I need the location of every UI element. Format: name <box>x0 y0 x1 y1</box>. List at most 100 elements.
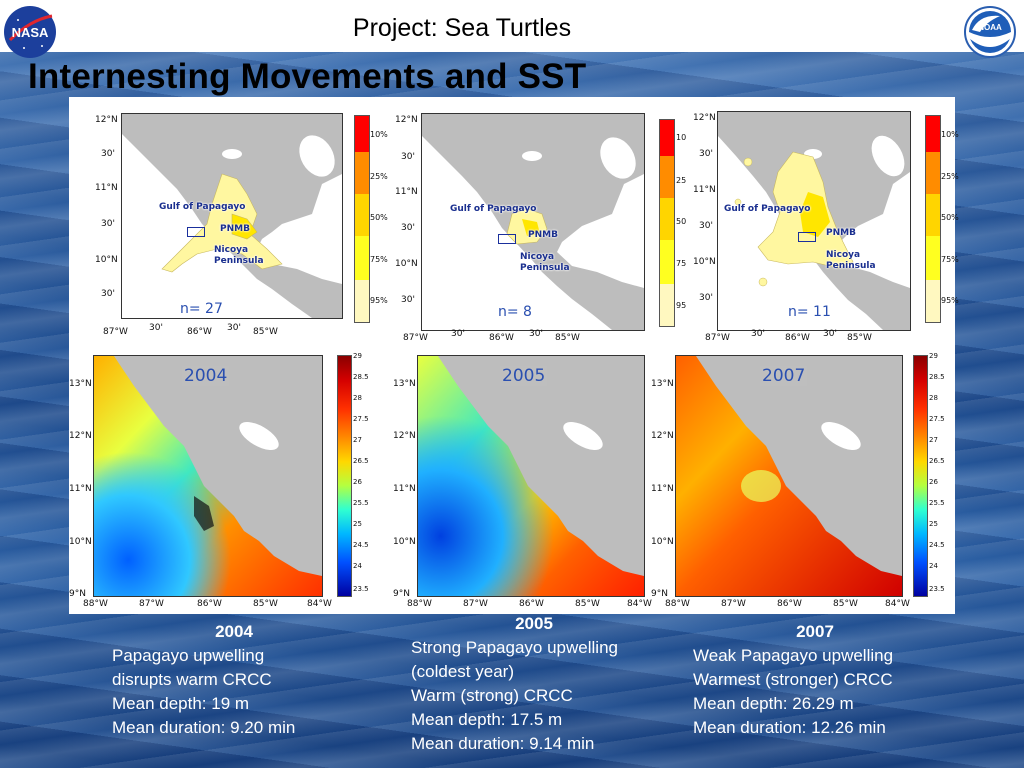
occurrence-map-2004: Gulf of Papagayo PNMB Nicoya Peninsula n… <box>69 97 388 347</box>
occurrence-map-2007: Gulf of Papagayo PNMB Nicoya Peninsula n… <box>681 97 959 347</box>
caption-line: disrupts warm CRCC <box>112 670 272 689</box>
sst-map-2004: 2004 13°N 12°N 11°N 10°N 9°N 88°W 87°W 8… <box>69 349 369 614</box>
caption-line: Mean duration: 9.20 min <box>112 718 296 737</box>
year-label: 2004 <box>182 366 230 386</box>
lon-tick: 87°W <box>403 333 428 343</box>
caption-line: Weak Papagayo upwelling <box>693 646 894 665</box>
sst-lon-tick: 84°W <box>885 599 910 609</box>
sst-lon-tick: 86°W <box>777 599 802 609</box>
pnmb-marker <box>798 232 816 242</box>
sst-colorbar-label: 25 <box>353 520 362 528</box>
lon-tick: 87°W <box>705 333 730 343</box>
caption-2005: 2005 Strong Papagayo upwelling (coldest … <box>411 612 671 756</box>
sst-colorbar-label: 27 <box>353 436 362 444</box>
colorbar-label: 50% <box>941 213 959 222</box>
sst-colorbar-label: 28 <box>929 394 938 402</box>
pnmb-label: PNMB <box>826 228 856 238</box>
colorbar-label: 25% <box>370 172 388 181</box>
sst-colorbar-label: 25.5 <box>929 499 945 507</box>
lon-tick: 30' <box>149 323 163 333</box>
peninsula-label-line1: Nicoya <box>214 245 249 255</box>
colorbar-label: 25% <box>941 172 959 181</box>
colorbar-label: 10% <box>941 130 959 139</box>
lon-tick: 86°W <box>785 333 810 343</box>
lon-tick: 85°W <box>253 327 278 337</box>
sst-lon-tick: 85°W <box>833 599 858 609</box>
percent-colorbar <box>925 115 941 323</box>
lon-tick: 87°W <box>103 327 128 337</box>
colorbar-label: 50% <box>370 213 388 222</box>
caption-year: 2004 <box>215 622 253 641</box>
caption-line: Mean duration: 12.26 min <box>693 718 886 737</box>
sst-lat-tick: 12°N <box>393 431 416 441</box>
sst-frame: 2005 <box>417 355 645 597</box>
lat-tick: 12°N <box>693 113 716 123</box>
sst-colorbar-label: 28.5 <box>353 373 369 381</box>
sst-colorbar-label: 27.5 <box>929 415 945 423</box>
lat-tick: 30' <box>401 223 415 233</box>
sst-lat-tick: 10°N <box>69 537 92 547</box>
lon-tick: 30' <box>751 329 765 339</box>
sst-shapes <box>418 356 644 596</box>
lon-tick: 85°W <box>555 333 580 343</box>
pnmb-label: PNMB <box>220 224 250 234</box>
lon-tick: 85°W <box>847 333 872 343</box>
sst-frame: 2007 <box>675 355 903 597</box>
sst-colorbar-label: 27 <box>929 436 938 444</box>
sst-colorbar <box>913 355 928 597</box>
percent-colorbar <box>354 115 370 323</box>
lat-tick: 11°N <box>95 183 118 193</box>
sst-lon-tick: 87°W <box>721 599 746 609</box>
sst-lon-tick: 85°W <box>575 599 600 609</box>
svg-text:NOAA: NOAA <box>978 23 1002 32</box>
caption-year: 2007 <box>796 622 834 641</box>
sample-size-label: n= 8 <box>498 304 532 320</box>
lat-tick: 11°N <box>395 187 418 197</box>
colorbar-label: 95% <box>941 296 959 305</box>
map-shapes <box>422 114 644 330</box>
caption-2007: 2007 Weak Papagayo upwelling Warmest (st… <box>693 620 943 740</box>
year-label: 2005 <box>500 366 548 386</box>
caption-line: (coldest year) <box>411 662 514 681</box>
slide-title: Internesting Movements and SST <box>28 57 587 96</box>
peninsula-label-line1: Nicoya <box>826 250 861 260</box>
sst-colorbar-label: 28 <box>353 394 362 402</box>
gulf-label: Gulf of Papagayo <box>159 202 246 212</box>
sst-colorbar-label: 24.5 <box>353 541 369 549</box>
lat-tick: 10°N <box>395 259 418 269</box>
sst-lon-tick: 88°W <box>665 599 690 609</box>
noaa-logo: NOAA <box>964 6 1016 58</box>
lat-tick: 10°N <box>693 257 716 267</box>
lat-tick: 30' <box>101 289 115 299</box>
lon-tick: 86°W <box>489 333 514 343</box>
sst-colorbar-label: 24 <box>929 562 938 570</box>
caption-year: 2005 <box>515 614 553 633</box>
sample-size-label: n= 27 <box>180 301 223 317</box>
lat-tick: 12°N <box>395 115 418 125</box>
lon-tick: 30' <box>227 323 241 333</box>
sst-lon-tick: 86°W <box>519 599 544 609</box>
sample-size-label: n= 11 <box>788 304 831 320</box>
caption-line: Papagayo upwelling <box>112 646 265 665</box>
sst-lon-tick: 87°W <box>139 599 164 609</box>
sst-colorbar-label: 25.5 <box>353 499 369 507</box>
colorbar-label: 75 <box>676 259 687 268</box>
sst-lat-tick: 11°N <box>69 484 92 494</box>
peninsula-label-line2: Peninsula <box>520 263 570 273</box>
sst-colorbar-label: 23.5 <box>353 585 369 593</box>
sst-lon-tick: 84°W <box>307 599 332 609</box>
caption-2004: 2004 Papagayo upwelling disrupts warm CR… <box>112 620 352 740</box>
caption-line: Warm (strong) CRCC <box>411 686 573 705</box>
sst-lat-tick: 9°N <box>393 589 410 599</box>
lon-tick: 30' <box>823 329 837 339</box>
colorbar-label: 75% <box>941 255 959 264</box>
sst-lon-tick: 88°W <box>407 599 432 609</box>
sst-colorbar-label: 28.5 <box>929 373 945 381</box>
caption-line: Mean duration: 9.14 min <box>411 734 595 753</box>
sst-colorbar-label: 23.5 <box>929 585 945 593</box>
colorbar-label: 25 <box>676 176 687 185</box>
lon-tick: 86°W <box>187 327 212 337</box>
lat-tick: 30' <box>699 149 713 159</box>
sst-map-2005: 2005 13°N 12°N 11°N 10°N 9°N 88°W 87°W 8… <box>389 349 679 614</box>
sst-lat-tick: 10°N <box>393 537 416 547</box>
